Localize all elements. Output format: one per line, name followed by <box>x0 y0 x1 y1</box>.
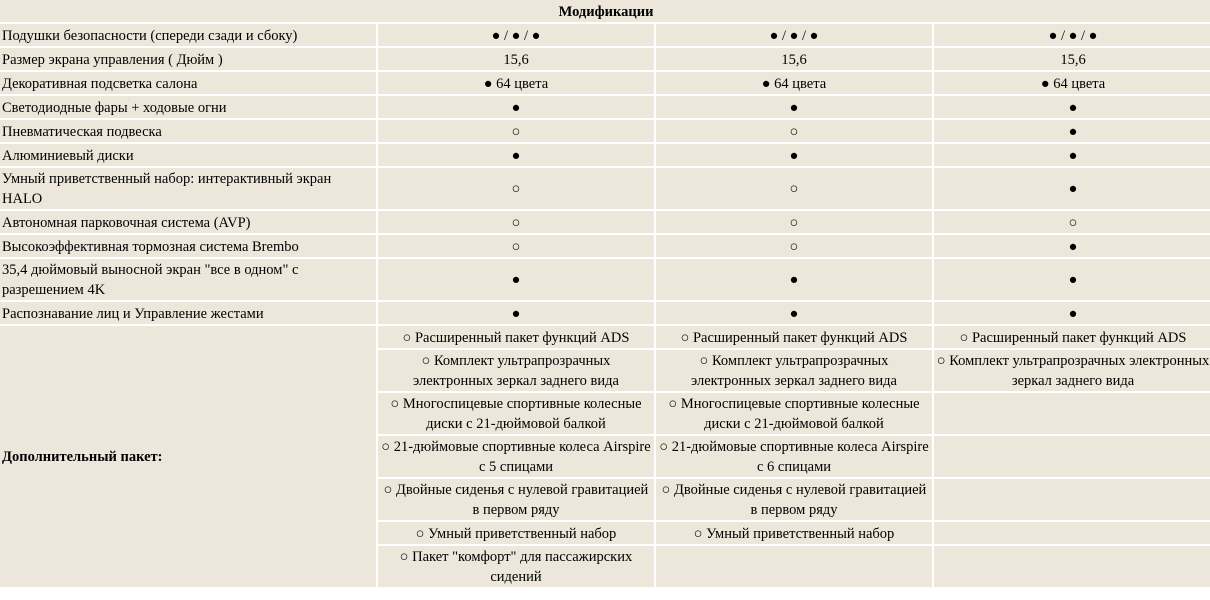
feature-name: Высокоэффективная тормозная система Brem… <box>0 235 376 257</box>
feature-value: ● / ● / ● <box>934 24 1210 46</box>
feature-value: 15,6 <box>934 48 1210 70</box>
table-title: Модификации <box>0 0 1210 22</box>
package-item: ○ Расширенный пакет функций ADS <box>656 326 932 348</box>
package-item: ○ 21-дюймовые спортивные колеса Airspire… <box>656 436 932 477</box>
feature-value: ○ <box>378 168 654 209</box>
feature-row-halo-screen: Умный приветственный набор: интерактивны… <box>0 168 1210 209</box>
empty-cell <box>656 546 932 587</box>
feature-value: ● <box>378 144 654 166</box>
feature-value: ● <box>656 259 932 300</box>
package-row: ○ Многоспицевые спортивные колесные диск… <box>0 393 1210 434</box>
package-item: ○ Умный приветственный набор <box>656 522 932 544</box>
feature-name: Распознавание лиц и Управление жестами <box>0 302 376 324</box>
package-item: ○ Умный приветственный набор <box>378 522 654 544</box>
package-label: Дополнительный пакет: <box>0 326 376 587</box>
package-item: ○ Многоспицевые спортивные колесные диск… <box>656 393 932 434</box>
feature-name: Декоративная подсветка салона <box>0 72 376 94</box>
empty-cell <box>934 436 1210 477</box>
feature-row-led-lights: Светодиодные фары + ходовые огни ● ● ● <box>0 96 1210 118</box>
package-row: ○ Умный приветственный набор ○ Умный при… <box>0 522 1210 544</box>
feature-value: ● / ● / ● <box>656 24 932 46</box>
package-item: ○ Пакет "комфорт" для пассажирских сиден… <box>378 546 654 587</box>
feature-name: Размер экрана управления ( Дюйм ) <box>0 48 376 70</box>
feature-value: ○ <box>378 120 654 142</box>
feature-name: Умный приветственный набор: интерактивны… <box>0 168 376 209</box>
feature-value: ● <box>934 259 1210 300</box>
feature-value: ● <box>656 144 932 166</box>
feature-value: ○ <box>934 211 1210 233</box>
feature-row-air-suspension: Пневматическая подвеска ○ ○ ● <box>0 120 1210 142</box>
empty-cell <box>934 546 1210 587</box>
package-row: ○ Двойные сиденья с нулевой гравитацией … <box>0 479 1210 520</box>
package-item: ○ Комплект ультрапрозрачных электронных … <box>656 350 932 391</box>
feature-value: ○ <box>656 168 932 209</box>
feature-row-brembo: Высокоэффективная тормозная система Brem… <box>0 235 1210 257</box>
feature-value: ○ <box>378 211 654 233</box>
feature-row-avp: Автономная парковочная система (AVP) ○ ○… <box>0 211 1210 233</box>
feature-value: ○ <box>378 235 654 257</box>
package-item: ○ 21-дюймовые спортивные колеса Airspire… <box>378 436 654 477</box>
feature-row-ambient-light: Декоративная подсветка салона ● 64 цвета… <box>0 72 1210 94</box>
feature-value: ● <box>656 302 932 324</box>
feature-value: ● <box>934 96 1210 118</box>
empty-cell <box>934 479 1210 520</box>
feature-value: ○ <box>656 235 932 257</box>
feature-value: ● 64 цвета <box>656 72 932 94</box>
feature-name: Подушки безопасности (спереди сзади и сб… <box>0 24 376 46</box>
package-item: ○ Многоспицевые спортивные колесные диск… <box>378 393 654 434</box>
feature-row-airbags: Подушки безопасности (спереди сзади и сб… <box>0 24 1210 46</box>
feature-name: 35,4 дюймовый выносной экран "все в одно… <box>0 259 376 300</box>
feature-value: ○ <box>656 120 932 142</box>
feature-value: ○ <box>656 211 932 233</box>
feature-row-screen-size: Размер экрана управления ( Дюйм ) 15,6 1… <box>0 48 1210 70</box>
feature-value: ● <box>378 96 654 118</box>
feature-value: ● <box>934 235 1210 257</box>
package-item: ○ Двойные сиденья с нулевой гравитацией … <box>378 479 654 520</box>
package-row: ○ Пакет "комфорт" для пассажирских сиден… <box>0 546 1210 587</box>
feature-row-4k-screen: 35,4 дюймовый выносной экран "все в одно… <box>0 259 1210 300</box>
package-row: ○ 21-дюймовые спортивные колеса Airspire… <box>0 436 1210 477</box>
package-item: ○ Комплект ультрапрозрачных электронных … <box>934 350 1210 391</box>
feature-value: ● <box>934 302 1210 324</box>
feature-value: ● <box>378 302 654 324</box>
empty-cell <box>934 393 1210 434</box>
feature-value: ● 64 цвета <box>934 72 1210 94</box>
empty-cell <box>934 522 1210 544</box>
feature-name: Алюминиевый диски <box>0 144 376 166</box>
package-item: ○ Расширенный пакет функций ADS <box>378 326 654 348</box>
package-row: Дополнительный пакет: ○ Расширенный паке… <box>0 326 1210 587</box>
feature-value: ● / ● / ● <box>378 24 654 46</box>
feature-name: Пневматическая подвеска <box>0 120 376 142</box>
feature-name: Автономная парковочная система (AVP) <box>0 211 376 233</box>
feature-value: 15,6 <box>656 48 932 70</box>
package-item: ○ Расширенный пакет функций ADS <box>934 326 1210 348</box>
feature-value: ● 64 цвета <box>378 72 654 94</box>
feature-row-face-gesture: Распознавание лиц и Управление жестами ●… <box>0 302 1210 324</box>
feature-row-alloy-wheels: Алюминиевый диски ● ● ● <box>0 144 1210 166</box>
package-item: ○ Комплект ультрапрозрачных электронных … <box>378 350 654 391</box>
feature-value: ● <box>656 96 932 118</box>
feature-value: ● <box>934 168 1210 209</box>
feature-value: 15,6 <box>378 48 654 70</box>
feature-name: Светодиодные фары + ходовые огни <box>0 96 376 118</box>
feature-value: ● <box>934 120 1210 142</box>
package-item: ○ Двойные сиденья с нулевой гравитацией … <box>656 479 932 520</box>
package-row: ○ Комплект ультрапрозрачных электронных … <box>0 350 1210 391</box>
feature-value: ● <box>934 144 1210 166</box>
feature-value: ● <box>378 259 654 300</box>
header-row: Модификации <box>0 0 1210 22</box>
